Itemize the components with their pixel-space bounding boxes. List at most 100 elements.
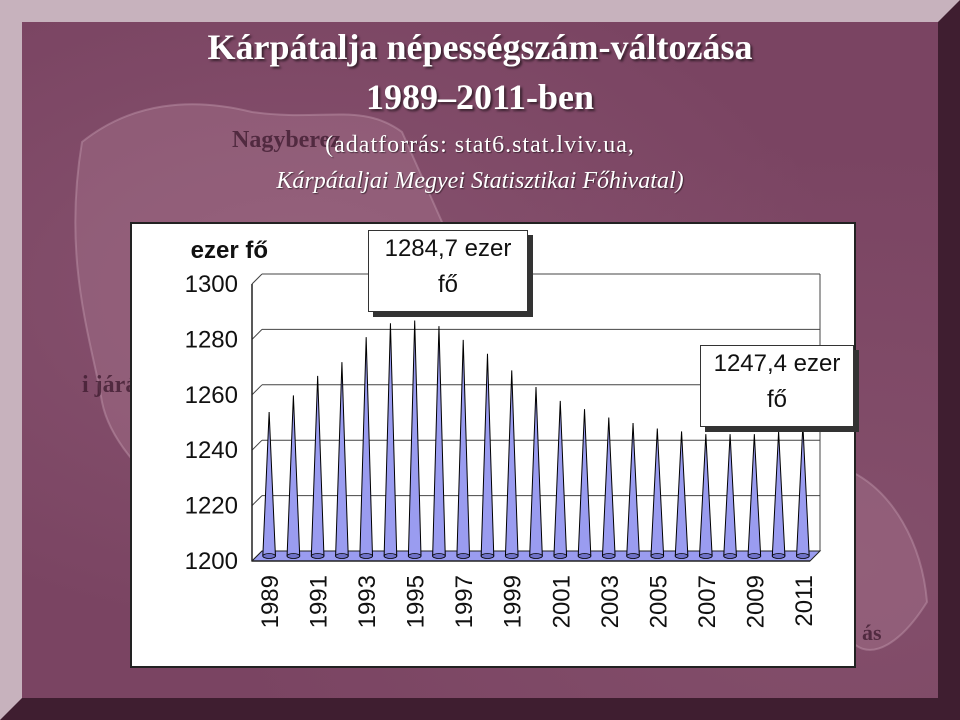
source-text-institution: Kárpátaljai Megyei Statisztikai Főhivata… <box>276 168 684 194</box>
spike-body <box>698 434 713 557</box>
spike <box>529 387 543 559</box>
x-tick-label: 1989 <box>257 575 284 628</box>
spike-base <box>699 553 713 559</box>
gridline-side <box>251 384 263 396</box>
x-tick-label: 1993 <box>354 575 381 628</box>
chart: 1200 1220 1240 1260 1280 1300 1989 1991 1993 1995… <box>185 237 822 628</box>
spike-body <box>529 387 543 557</box>
y-tick-label: 1280 <box>185 326 238 353</box>
last-unit-text: fő <box>766 386 787 413</box>
spike <box>747 434 762 559</box>
spike <box>796 424 810 559</box>
map-shape <box>851 470 929 651</box>
spike <box>553 400 568 559</box>
spike <box>698 434 713 559</box>
spike <box>383 323 398 559</box>
spike <box>626 423 640 559</box>
spike <box>407 320 422 559</box>
spike <box>262 411 276 559</box>
map-label-right: ás <box>862 620 882 645</box>
spike-base <box>796 553 810 559</box>
spike-body <box>262 411 276 557</box>
spike-base <box>480 553 495 559</box>
spike-body <box>335 362 349 557</box>
spike-base <box>626 553 640 559</box>
spike <box>310 375 325 559</box>
spike <box>601 417 616 559</box>
spike-body <box>383 323 398 557</box>
spike <box>335 362 349 559</box>
spike-body <box>432 326 446 557</box>
spike-body <box>796 424 810 557</box>
spike-base <box>286 553 301 559</box>
spike-body <box>359 337 373 557</box>
x-tick-label: 2011 <box>791 575 818 627</box>
spike <box>480 353 495 559</box>
spike-base <box>383 553 398 559</box>
x-tick-label: 2005 <box>645 575 672 628</box>
spike-body <box>310 375 325 557</box>
spike-body <box>674 431 689 557</box>
gridline-side <box>251 329 263 340</box>
map-label-top: Nagyberez <box>232 127 341 153</box>
spike <box>504 370 519 559</box>
spike-base <box>602 553 616 559</box>
spike-base <box>262 553 276 559</box>
peak-value-callout: 1284,7 ezer fő <box>368 230 528 312</box>
spike <box>723 434 737 559</box>
x-tick-label: 1999 <box>500 575 527 628</box>
y-tick-label: 1200 <box>185 548 238 575</box>
y-tick-label: 1220 <box>185 493 238 520</box>
source-text: (adatforrás: stat6.stat.lviv.ua, <box>325 132 635 158</box>
y-axis-label: ezer fő <box>191 237 268 264</box>
y-tick-label: 1300 <box>185 271 238 298</box>
spike-base <box>674 553 689 559</box>
gridline-side <box>251 495 263 506</box>
x-tick-label: 2009 <box>742 575 769 628</box>
spike-body <box>480 353 495 557</box>
spike-body <box>771 431 786 557</box>
spike-body <box>626 423 640 557</box>
spike-base <box>723 553 737 559</box>
spike-base <box>529 553 543 559</box>
spike-base <box>407 553 422 559</box>
spike <box>359 337 373 559</box>
chart-title: Kárpátalja népességszám-változása <box>207 27 753 67</box>
spike <box>286 395 301 559</box>
spike-body <box>577 409 592 557</box>
spike <box>674 431 689 559</box>
x-tick-label: 2001 <box>548 575 575 628</box>
x-tick-label: 2007 <box>694 575 721 628</box>
gridline-side <box>251 273 263 285</box>
x-tick-label: 2003 <box>597 575 624 628</box>
spike-base <box>456 553 470 559</box>
spike-body <box>650 428 665 557</box>
x-tick-label: 1991 <box>306 575 333 628</box>
gridline-side <box>251 439 263 451</box>
spike-base <box>310 553 325 559</box>
spike-body <box>286 395 301 557</box>
chart-title-years: 1989–2011-ben <box>365 77 595 117</box>
spike <box>771 431 786 559</box>
spike-base <box>650 553 665 559</box>
spike-base <box>359 553 373 559</box>
spike-body <box>601 417 616 557</box>
spike-body <box>747 434 762 557</box>
spike-base <box>505 553 519 559</box>
spikes <box>262 320 810 559</box>
spike-body <box>553 400 568 557</box>
axes: 1200 1220 1240 1260 1280 1300 1989 1991 1993 1995… <box>185 271 818 628</box>
last-value-callout: 1247,4 ezer fő <box>700 345 854 427</box>
spike <box>577 409 592 559</box>
x-tick-label: 1997 <box>451 575 478 628</box>
spike-body <box>456 339 471 557</box>
peak-value-text: 1284,7 ezer <box>384 235 512 262</box>
spike-body <box>504 370 519 557</box>
spike <box>432 326 446 559</box>
spike-base <box>577 553 592 559</box>
spike-base <box>553 553 567 559</box>
peak-unit-text: fő <box>437 271 458 298</box>
spike-body <box>723 434 737 557</box>
spike <box>650 428 665 559</box>
